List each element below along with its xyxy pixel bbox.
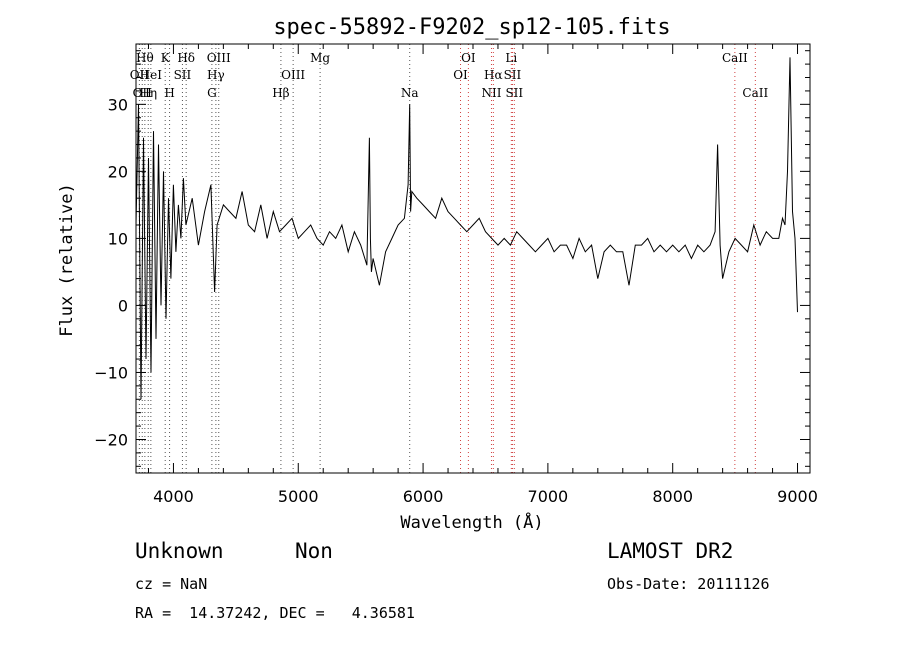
x-tick-label: 5000 — [278, 487, 319, 506]
plot-frame — [135, 43, 811, 474]
spectral-line-label: Hδ — [177, 51, 195, 65]
spectral-line-label: Hα — [484, 68, 503, 82]
spectral-line-label: OI — [461, 51, 476, 65]
spectral-line-label: Hβ — [272, 86, 289, 100]
obs-date-label: Obs-Date: 20111126 — [607, 575, 770, 593]
spectral-line-label: H — [164, 86, 174, 100]
spectral-line-label: HeI — [140, 68, 163, 82]
spectral-line-label: K — [161, 51, 171, 65]
x-tick-label: 4000 — [153, 487, 194, 506]
spectral-line-label: Hη — [139, 86, 157, 100]
spectral-line-label: NII — [481, 86, 501, 100]
spectral-line-label: OIII — [281, 68, 305, 82]
spectral-line-label: G — [207, 86, 217, 100]
spectral-line-label: OII — [133, 86, 153, 100]
spectral-line-label: CaII — [742, 86, 768, 100]
x-tick-label: 7000 — [528, 487, 569, 506]
spectral-line-label: Na — [401, 86, 419, 100]
spectral-line-label: OIII — [207, 51, 231, 65]
chart-title: spec-55892-F9202_sp12-105.fits — [273, 15, 670, 40]
y-tick-label: −20 — [94, 430, 128, 449]
spectral-line-label: SII — [504, 68, 522, 82]
spectral-line-label: SII — [505, 86, 523, 100]
spectral-line-label: CaII — [722, 51, 748, 65]
subclass-label: Non — [295, 539, 333, 563]
spectral-line-label: Li — [505, 51, 517, 65]
redshift-label: cz = NaN — [135, 575, 208, 593]
y-axis-label: Flux (relative) — [57, 183, 77, 337]
spectral-line-label: Mg — [310, 51, 330, 65]
y-tick-label: 20 — [108, 162, 128, 181]
coordinates-label: RA = 14.37242, DEC = 4.36581 — [135, 604, 415, 622]
class-label: Unknown — [135, 539, 224, 563]
spectral-line-label: SII — [174, 68, 192, 82]
x-axis: 4000 5000 6000 7000 8000 9000 — [147, 44, 818, 506]
spectral-line-labels: OIIOIIHθHηHeIKHSIIHδGHγOIIIHβOIIIMgNaOIO… — [130, 51, 769, 100]
x-tick-label: 8000 — [652, 487, 693, 506]
x-tick-label: 9000 — [777, 487, 818, 506]
y-tick-label: −10 — [94, 363, 128, 382]
y-axis: −20 −10 0 10 20 30 — [94, 50, 810, 467]
x-axis-label: Wavelength (Å) — [400, 511, 543, 533]
x-tick-label: 6000 — [403, 487, 444, 506]
spectral-line-label: Hγ — [207, 68, 225, 82]
spectral-line-markers — [138, 44, 756, 473]
spectral-line-label: Hθ — [136, 51, 154, 65]
survey-label: LAMOST DR2 — [607, 539, 734, 563]
spectral-line-label: OII — [130, 68, 150, 82]
y-tick-label: 0 — [118, 296, 128, 315]
spectral-line-label: OI — [453, 68, 468, 82]
y-tick-label: 10 — [108, 229, 128, 248]
spectrum-series-line — [135, 57, 798, 400]
y-tick-label: 30 — [108, 95, 128, 114]
